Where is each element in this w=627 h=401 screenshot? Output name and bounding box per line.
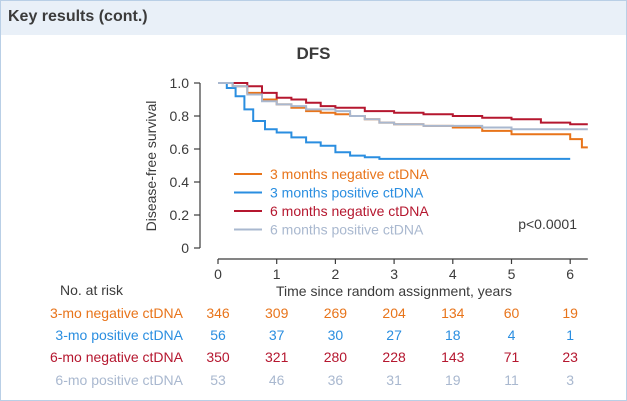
slide-header: Key results (cont.): [1, 1, 626, 35]
x-tick-label: 3: [390, 266, 398, 282]
legend-label: 3 months positive ctDNA: [270, 185, 424, 201]
risk-cell: 280: [323, 349, 348, 365]
slide-title: Key results (cont.): [8, 8, 148, 25]
risk-cell: 228: [382, 349, 406, 365]
x-tick-label: 0: [214, 266, 222, 282]
risk-cell: 46: [268, 372, 285, 388]
risk-cell: 143: [441, 349, 465, 365]
risk-cell: 23: [562, 349, 578, 365]
y-tick-label: 1.0: [170, 75, 190, 91]
x-axis-label: Time since random assignment, years: [276, 283, 512, 299]
risk-cell: 204: [382, 305, 406, 321]
x-tick-label: 4: [449, 266, 457, 282]
risk-cell: 56: [210, 327, 226, 343]
p-value-annotation: p<0.0001: [518, 216, 577, 232]
risk-row: 3-mo negative ctDNA 346 309 269 204 134 60 19: [0, 305, 627, 325]
legend-label: 6 months negative ctDNA: [270, 203, 429, 219]
risk-cell: 269: [323, 305, 348, 321]
series-line: [218, 82, 571, 160]
x-tick-label: 5: [508, 266, 516, 282]
risk-cell: 3: [566, 372, 575, 388]
series-line: [218, 82, 588, 126]
series-line: [218, 82, 588, 131]
risk-cell: 321: [265, 349, 289, 365]
y-tick-label: 0.4: [170, 174, 190, 190]
y-tick-label: 0.6: [170, 141, 190, 157]
risk-cell: 309: [265, 305, 289, 321]
risk-row-label: 3-mo negative ctDNA: [49, 305, 183, 321]
x-tick-label: 2: [332, 266, 340, 282]
x-tick-label: 6: [566, 266, 574, 282]
risk-cell: 1: [566, 327, 575, 343]
legend-label: 3 months negative ctDNA: [270, 166, 429, 182]
y-tick-label: 0: [181, 240, 189, 256]
risk-cell: 36: [327, 372, 344, 388]
risk-row-label: 3-mo positive ctDNA: [55, 327, 183, 343]
y-tick-label: 0.2: [170, 207, 190, 223]
risk-row: 6-mo negative ctDNA 350 321 280 228 143 71 23: [0, 349, 627, 369]
risk-cell: 60: [503, 305, 520, 321]
risk-cell: 19: [445, 372, 461, 388]
x-tick-label: 1: [273, 266, 281, 282]
chart-title: DFS: [296, 44, 331, 63]
risk-table-title: No. at risk: [60, 282, 124, 298]
risk-cell: 37: [268, 327, 285, 343]
risk-row: 6-mo positive ctDNA 53 46 36 31 19 11 3: [0, 372, 627, 392]
risk-cell: 4: [507, 327, 516, 343]
risk-row-label: 6-mo positive ctDNA: [55, 372, 183, 388]
risk-cell: 71: [503, 349, 520, 365]
risk-cell: 53: [210, 372, 226, 388]
risk-cell: 350: [206, 349, 230, 365]
legend-label: 6 months positive ctDNA: [270, 222, 424, 238]
risk-cell: 134: [441, 305, 465, 321]
risk-row-label: 6-mo negative ctDNA: [49, 349, 183, 365]
risk-cell: 30: [327, 327, 344, 343]
risk-cell: 18: [445, 327, 461, 343]
risk-row: 3-mo positive ctDNA 56 37 30 27 18 4 1: [0, 327, 627, 347]
risk-cell: 27: [386, 327, 402, 343]
risk-cell: 346: [206, 305, 230, 321]
risk-cell: 19: [562, 305, 578, 321]
risk-cell: 11: [504, 372, 519, 388]
y-axis-label: Disease-free survival: [143, 101, 159, 232]
risk-cell: 31: [386, 372, 402, 388]
y-tick-label: 0.8: [170, 108, 190, 124]
